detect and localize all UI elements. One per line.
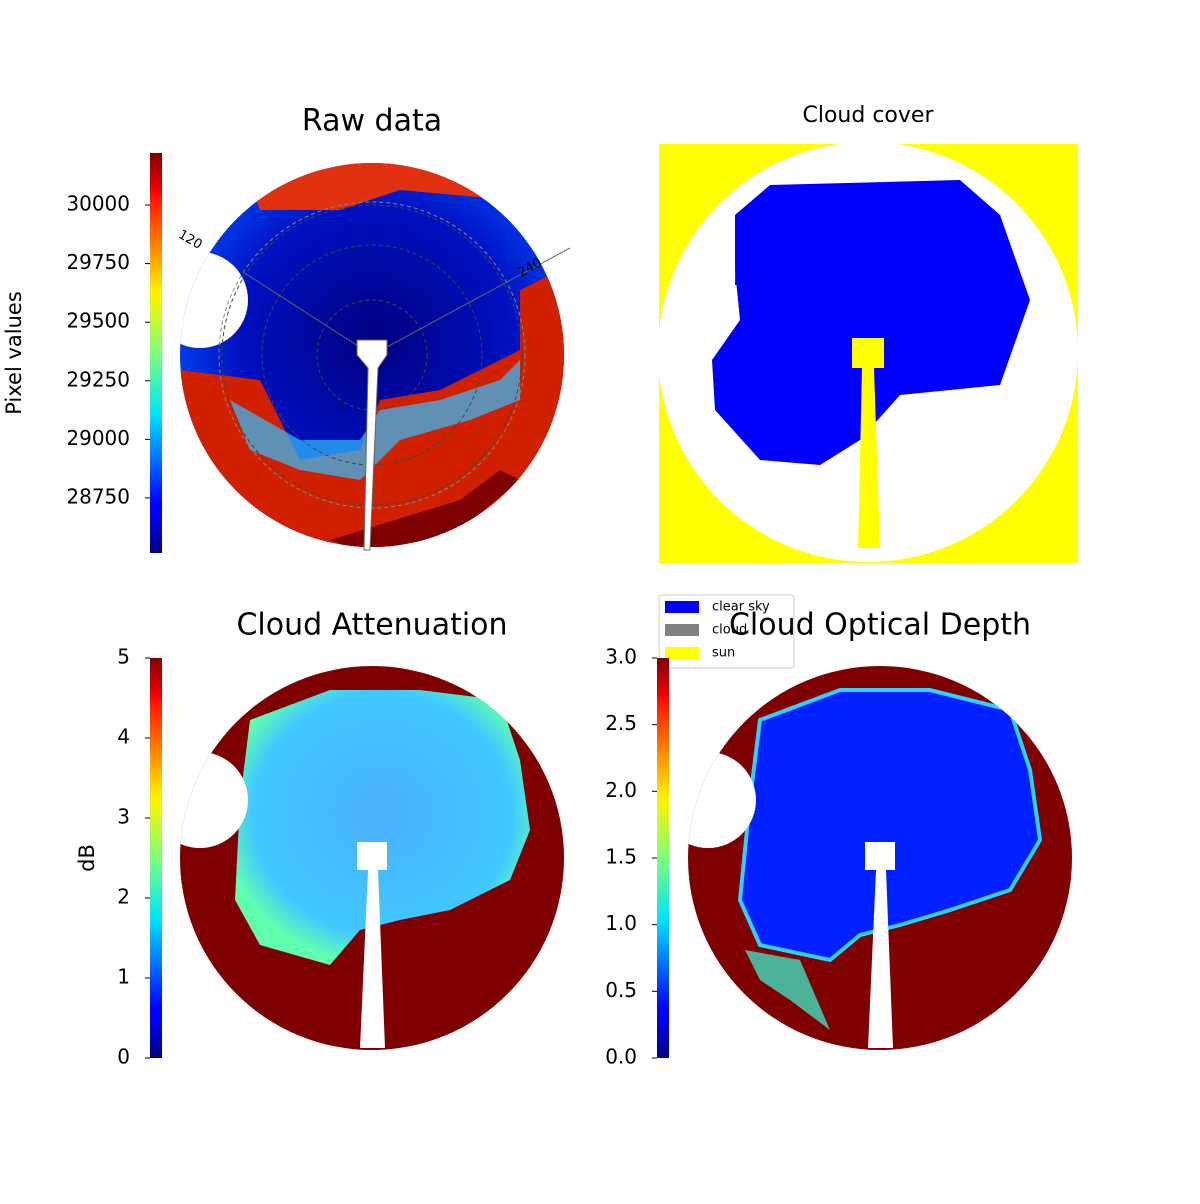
legend-label: clear sky (712, 600, 770, 615)
panel-title: Cloud Attenuation (236, 608, 507, 643)
colorbar-tick-label: 29000 (66, 426, 130, 450)
panel-title: Raw data (302, 104, 442, 139)
colorbar-tick-label: 1.5 (605, 845, 637, 869)
legend-swatch (665, 624, 699, 636)
colorbar-tick-label: 2 (117, 885, 130, 909)
colorbar (150, 658, 162, 1058)
colorbar-tick-label: 0 (117, 1045, 130, 1069)
panel-title: Cloud cover (803, 103, 935, 128)
colorbar-tick-label: 1 (117, 965, 130, 989)
colorbar-tick-label: 4 (117, 725, 130, 749)
colorbar-tick-label: 28750 (66, 484, 130, 508)
colorbar-tick-label: 3 (117, 805, 130, 829)
legend-swatch (665, 647, 699, 659)
colorbar-tick-label: 29750 (66, 250, 130, 274)
mast (865, 842, 895, 1048)
colorbar-tick-label: 0.5 (605, 978, 637, 1002)
colorbar-tick-label: 29500 (66, 309, 130, 333)
colorbar-tick-label: 1.0 (605, 911, 637, 935)
sky-image (688, 666, 1072, 1050)
sun-mast (852, 338, 884, 548)
legend-label: sun (712, 646, 735, 661)
colorbar-label: Pixel values (2, 291, 26, 415)
legend-label: cloud (712, 623, 747, 638)
colorbar-tick-label: 5 (117, 645, 130, 669)
colorbar-tick-label: 0.0 (605, 1045, 637, 1069)
colorbar (657, 658, 669, 1058)
colorbar-tick-label: 2.0 (605, 778, 637, 802)
legend: clear sky cloud sun (658, 594, 795, 669)
polar-annotation: 120 (175, 227, 204, 252)
colorbar-tick-label: 30000 (66, 192, 130, 216)
colorbar-tick-label: 29250 (66, 367, 130, 391)
clear-sky-region (735, 230, 748, 285)
clear-sky-region (712, 180, 1030, 465)
colorbar-label: dB (75, 844, 99, 872)
mast (357, 842, 387, 1048)
mast (356, 339, 388, 551)
colorbar (150, 153, 162, 553)
panel-title: Cloud Optical Depth (729, 608, 1031, 643)
colorbar-tick-label: 2.5 (605, 711, 637, 735)
colorbar-tick-label: 3.0 (605, 645, 637, 669)
legend-swatch (665, 601, 699, 613)
